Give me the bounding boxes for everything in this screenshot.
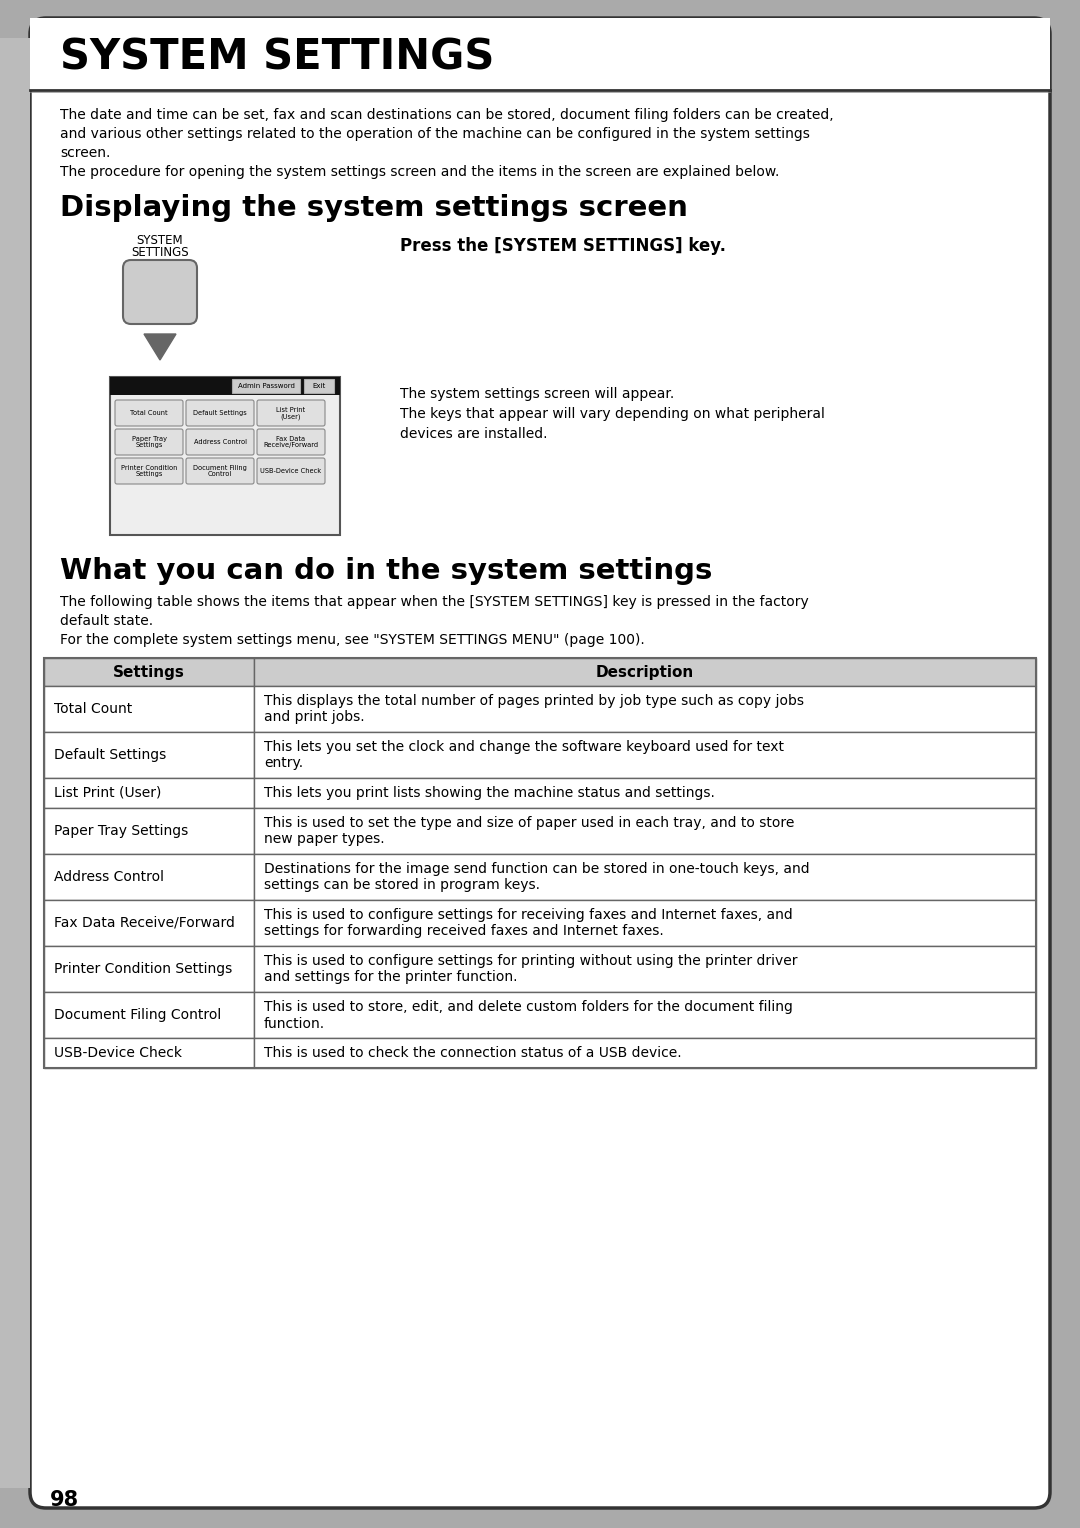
Text: SETTINGS: SETTINGS	[131, 246, 189, 260]
FancyBboxPatch shape	[114, 400, 183, 426]
Text: and print jobs.: and print jobs.	[264, 711, 365, 724]
Bar	[254, 808, 1036, 854]
FancyBboxPatch shape	[114, 458, 183, 484]
Text: For the complete system settings menu, see "SYSTEM SETTINGS MENU" (page 100).: For the complete system settings menu, s…	[60, 633, 645, 646]
Bar	[110, 377, 340, 535]
Bar	[44, 946, 254, 992]
Bar	[254, 854, 1036, 900]
Text: This displays the total number of pages printed by job type such as copy jobs: This displays the total number of pages …	[264, 694, 804, 707]
Text: Printer Condition Settings: Printer Condition Settings	[54, 963, 232, 976]
Bar	[44, 659, 254, 686]
Text: USB-Device Check: USB-Device Check	[260, 468, 322, 474]
Text: Paper Tray
Settings: Paper Tray Settings	[132, 435, 166, 448]
Bar	[30, 18, 1050, 90]
Text: Default Settings: Default Settings	[193, 410, 247, 416]
Text: SYSTEM: SYSTEM	[137, 234, 184, 248]
Text: List Print
(User): List Print (User)	[276, 406, 306, 420]
Text: This is used to configure settings for printing without using the printer driver: This is used to configure settings for p…	[264, 953, 797, 967]
FancyBboxPatch shape	[257, 458, 325, 484]
Text: Admin Password: Admin Password	[238, 384, 295, 390]
Bar	[232, 379, 300, 393]
Text: This is used to configure settings for receiving faxes and Internet faxes, and: This is used to configure settings for r…	[264, 908, 793, 921]
Text: The system settings screen will appear.: The system settings screen will appear.	[400, 387, 674, 400]
Bar	[44, 686, 254, 732]
Text: SYSTEM SETTINGS: SYSTEM SETTINGS	[60, 37, 495, 79]
Text: USB-Device Check: USB-Device Check	[54, 1047, 183, 1060]
Bar	[44, 1038, 254, 1068]
Text: Description: Description	[596, 665, 694, 680]
FancyBboxPatch shape	[186, 458, 254, 484]
Text: Exit: Exit	[312, 384, 326, 390]
Text: entry.: entry.	[264, 756, 303, 770]
FancyBboxPatch shape	[186, 429, 254, 455]
Text: Address Control: Address Control	[54, 869, 164, 885]
Text: Default Settings: Default Settings	[54, 749, 166, 762]
Bar	[0, 38, 30, 1488]
Bar	[254, 732, 1036, 778]
Polygon shape	[144, 335, 176, 361]
Bar	[44, 659, 1036, 1068]
FancyBboxPatch shape	[257, 429, 325, 455]
Text: and various other settings related to the operation of the machine can be config: and various other settings related to th…	[60, 127, 810, 141]
Bar	[44, 992, 254, 1038]
Bar	[254, 1038, 1036, 1068]
Text: Destinations for the image send function can be stored in one-touch keys, and: Destinations for the image send function…	[264, 862, 810, 876]
Text: Total Count: Total Count	[131, 410, 167, 416]
Bar	[44, 778, 254, 808]
Text: The following table shows the items that appear when the [SYSTEM SETTINGS] key i: The following table shows the items that…	[60, 594, 809, 610]
Text: The procedure for opening the system settings screen and the items in the screen: The procedure for opening the system set…	[60, 165, 780, 179]
FancyBboxPatch shape	[186, 400, 254, 426]
FancyBboxPatch shape	[257, 400, 325, 426]
Bar	[44, 808, 254, 854]
Text: 98: 98	[50, 1490, 79, 1510]
Text: Fax Data
Receive/Forward: Fax Data Receive/Forward	[264, 435, 319, 448]
Bar	[303, 379, 334, 393]
Text: This is used to set the type and size of paper used in each tray, and to store: This is used to set the type and size of…	[264, 816, 795, 830]
Bar	[44, 854, 254, 900]
Text: Settings: Settings	[113, 665, 185, 680]
Text: Total Count: Total Count	[54, 701, 132, 717]
Text: This lets you print lists showing the machine status and settings.: This lets you print lists showing the ma…	[264, 785, 715, 801]
Text: Document Filing Control: Document Filing Control	[54, 1008, 221, 1022]
FancyBboxPatch shape	[30, 18, 1050, 1508]
Text: Press the [SYSTEM SETTINGS] key.: Press the [SYSTEM SETTINGS] key.	[400, 237, 726, 255]
Text: function.: function.	[264, 1016, 325, 1030]
Text: settings for forwarding received faxes and Internet faxes.: settings for forwarding received faxes a…	[264, 924, 664, 938]
Bar	[44, 732, 254, 778]
Text: default state.: default state.	[60, 614, 153, 628]
Bar	[44, 900, 254, 946]
Text: Fax Data Receive/Forward: Fax Data Receive/Forward	[54, 915, 234, 931]
Text: The keys that appear will vary depending on what peripheral: The keys that appear will vary depending…	[400, 406, 825, 422]
Bar	[254, 992, 1036, 1038]
Text: Displaying the system settings screen: Displaying the system settings screen	[60, 194, 688, 222]
Bar	[254, 778, 1036, 808]
Text: devices are installed.: devices are installed.	[400, 426, 548, 442]
Text: This is used to check the connection status of a USB device.: This is used to check the connection sta…	[264, 1047, 681, 1060]
Bar	[254, 946, 1036, 992]
FancyBboxPatch shape	[123, 260, 197, 324]
Text: List Print (User): List Print (User)	[54, 785, 161, 801]
Bar	[110, 377, 340, 396]
Text: What you can do in the system settings: What you can do in the system settings	[60, 558, 713, 585]
Text: Address Control: Address Control	[193, 439, 246, 445]
Bar	[254, 686, 1036, 732]
FancyBboxPatch shape	[114, 429, 183, 455]
Text: settings can be stored in program keys.: settings can be stored in program keys.	[264, 879, 540, 892]
Text: Paper Tray Settings: Paper Tray Settings	[54, 824, 188, 837]
Text: and settings for the printer function.: and settings for the printer function.	[264, 970, 517, 984]
Text: Document Filing
Control: Document Filing Control	[193, 465, 247, 477]
Bar	[254, 900, 1036, 946]
Bar	[254, 659, 1036, 686]
Text: This is used to store, edit, and delete custom folders for the document filing: This is used to store, edit, and delete …	[264, 999, 793, 1013]
Text: This lets you set the clock and change the software keyboard used for text: This lets you set the clock and change t…	[264, 740, 784, 753]
Text: Printer Condition
Settings: Printer Condition Settings	[121, 465, 177, 477]
Text: The date and time can be set, fax and scan destinations can be stored, document : The date and time can be set, fax and sc…	[60, 108, 834, 122]
Text: screen.: screen.	[60, 147, 110, 160]
Text: new paper types.: new paper types.	[264, 833, 384, 847]
